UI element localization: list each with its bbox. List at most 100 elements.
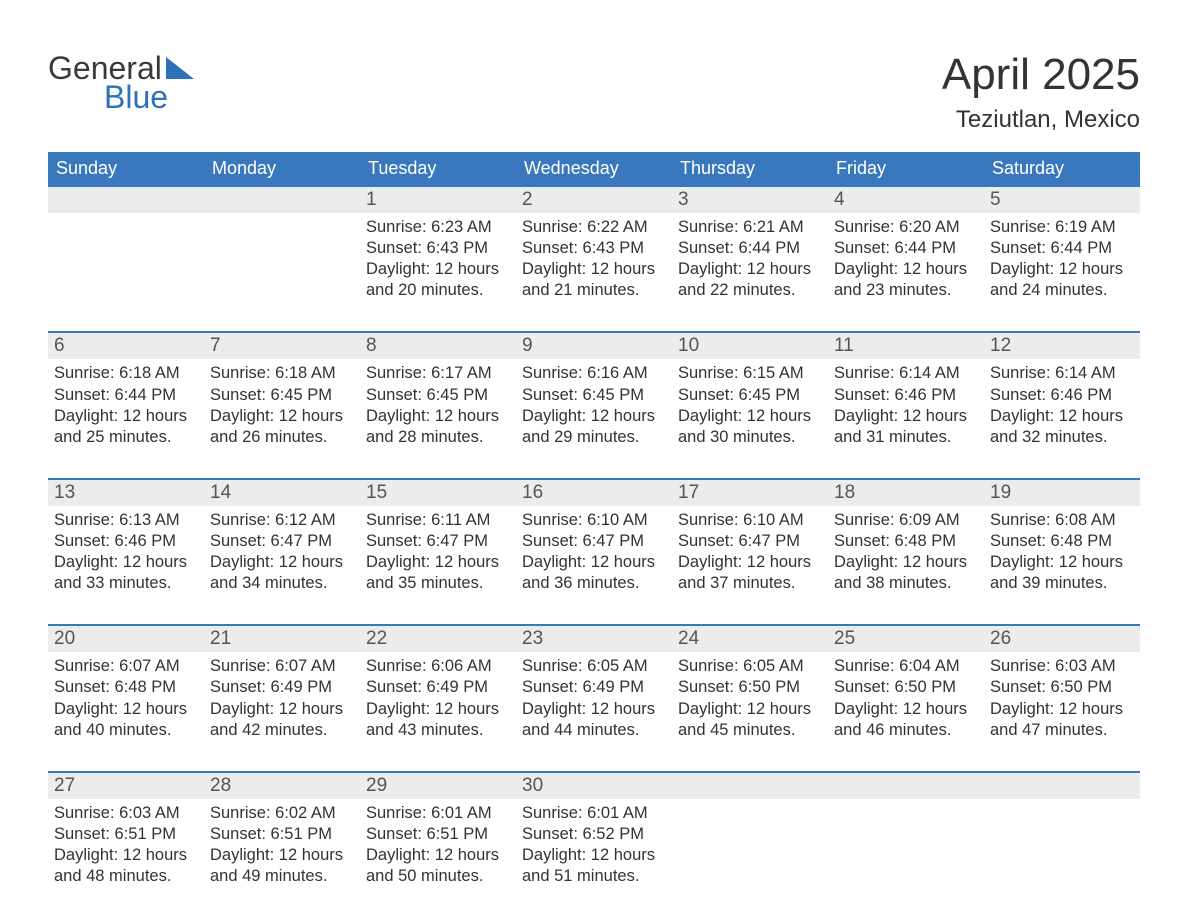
day-number: 15 (366, 482, 387, 503)
day-number: 30 (522, 775, 543, 796)
day-cell: 28Sunrise: 6:02 AMSunset: 6:51 PMDayligh… (204, 773, 360, 891)
day-number: 18 (834, 482, 855, 503)
sunrise-text: Sunrise: 6:15 AM (678, 363, 822, 384)
daylight2-text: and 36 minutes. (522, 573, 666, 594)
daylight1-text: Daylight: 12 hours (366, 552, 510, 573)
day-number: 29 (366, 775, 387, 796)
logo-text-blue: Blue (104, 79, 168, 116)
daylight1-text: Daylight: 12 hours (366, 259, 510, 280)
day-cell: 15 Sunrise: 6:11 AMSunset: 6:47 PMDayligh… (360, 480, 516, 598)
sunrise-text: Sunrise: 6:07 AM (54, 656, 198, 677)
daylight1-text: Daylight: 12 hours (54, 845, 198, 866)
day-number: 4 (834, 189, 845, 210)
day-body: Sunrise: 6:05 AMSunset: 6:49 PMDaylight:… (516, 652, 672, 744)
sunrise-text: Sunrise: 6:01 AM (522, 803, 666, 824)
sunset-text: Sunset: 6:43 PM (522, 238, 666, 259)
sunrise-text: Sunrise: 6:03 AM (990, 656, 1134, 677)
day-number-row: 29 (360, 773, 516, 799)
day-number-row: 14 (204, 480, 360, 506)
day-number-row (984, 773, 1140, 799)
sunset-text: Sunset: 6:45 PM (210, 385, 354, 406)
day-number: 12 (990, 335, 1011, 356)
sunset-text: Sunset: 6:52 PM (522, 824, 666, 845)
day-cell: 7Sunrise: 6:18 AMSunset: 6:45 PMDaylight… (204, 333, 360, 451)
daylight2-text: and 48 minutes. (54, 866, 198, 887)
day-number: 16 (522, 482, 543, 503)
day-number-row: 20 (48, 626, 204, 652)
day-body (672, 799, 828, 807)
daylight2-text: and 33 minutes. (54, 573, 198, 594)
day-cell: 22Sunrise: 6:06 AMSunset: 6:49 PMDayligh… (360, 626, 516, 744)
sunrise-text: Sunrise: 6:18 AM (54, 363, 198, 384)
day-cell: 11Sunrise: 6:14 AMSunset: 6:46 PMDayligh… (828, 333, 984, 451)
day-body (828, 799, 984, 807)
day-body: Sunrise: 6:21 AMSunset: 6:44 PMDaylight:… (672, 213, 828, 305)
sunrise-text: Sunrise: 6:03 AM (54, 803, 198, 824)
day-cell: 20 Sunrise: 6:07 AMSunset: 6:48 PMDayligh… (48, 626, 204, 744)
weekday-header: Wednesday (516, 152, 672, 185)
title-block: April 2025 Teziutlan, Mexico (942, 50, 1140, 134)
sunset-text: Sunset: 6:50 PM (678, 677, 822, 698)
day-body: Sunrise: 6:20 AMSunset: 6:44 PMDaylight:… (828, 213, 984, 305)
day-body: Sunrise: 6:15 AMSunset: 6:45 PMDaylight:… (672, 359, 828, 451)
daylight2-text: and 21 minutes. (522, 280, 666, 301)
day-number-row: 28 (204, 773, 360, 799)
day-number: 1 (366, 189, 377, 210)
daylight2-text: and 44 minutes. (522, 720, 666, 741)
sunset-text: Sunset: 6:44 PM (678, 238, 822, 259)
sunset-text: Sunset: 6:49 PM (210, 677, 354, 698)
day-body (984, 799, 1140, 807)
sunset-text: Sunset: 6:43 PM (366, 238, 510, 259)
day-number: 21 (210, 628, 231, 649)
day-cell: 29 Sunrise: 6:01 AMSunset: 6:51 PMDayligh… (360, 773, 516, 891)
day-body: Sunrise: 6:14 AMSunset: 6:46 PMDaylight:… (984, 359, 1140, 451)
day-body: Sunrise: 6:01 AMSunset: 6:52 PMDaylight:… (516, 799, 672, 891)
sunset-text: Sunset: 6:45 PM (522, 385, 666, 406)
day-number-row: 1 (360, 187, 516, 213)
day-body: Sunrise: 6:01 AMSunset: 6:51 PMDaylight:… (360, 799, 516, 891)
day-body: Sunrise: 6:19 AMSunset: 6:44 PMDaylight:… (984, 213, 1140, 305)
day-number-row: 19 (984, 480, 1140, 506)
location-subtitle: Teziutlan, Mexico (942, 106, 1140, 134)
day-number: 25 (834, 628, 855, 649)
daylight1-text: Daylight: 12 hours (990, 259, 1134, 280)
daylight1-text: Daylight: 12 hours (990, 552, 1134, 573)
sunrise-text: Sunrise: 6:11 AM (366, 510, 510, 531)
day-cell (828, 773, 984, 891)
day-number-row: 18 (828, 480, 984, 506)
daylight1-text: Daylight: 12 hours (990, 406, 1134, 427)
day-body: Sunrise: 6:11 AMSunset: 6:47 PMDaylight:… (360, 506, 516, 598)
daylight2-text: and 28 minutes. (366, 427, 510, 448)
day-body: Sunrise: 6:07 AMSunset: 6:48 PMDaylight:… (48, 652, 204, 744)
weekday-header: Sunday (48, 152, 204, 185)
logo-triangle-icon (166, 57, 194, 79)
weekday-header: Thursday (672, 152, 828, 185)
day-number: 2 (522, 189, 533, 210)
day-cell: 2Sunrise: 6:22 AMSunset: 6:43 PMDaylight… (516, 187, 672, 305)
daylight1-text: Daylight: 12 hours (210, 845, 354, 866)
sunrise-text: Sunrise: 6:05 AM (678, 656, 822, 677)
day-number: 20 (54, 628, 75, 649)
sunrise-text: Sunrise: 6:16 AM (522, 363, 666, 384)
daylight1-text: Daylight: 12 hours (834, 406, 978, 427)
day-cell (204, 187, 360, 305)
daylight2-text: and 51 minutes. (522, 866, 666, 887)
daylight1-text: Daylight: 12 hours (990, 699, 1134, 720)
daylight1-text: Daylight: 12 hours (678, 259, 822, 280)
day-number: 8 (366, 335, 377, 356)
day-number-row: 16 (516, 480, 672, 506)
day-cell: 3Sunrise: 6:21 AMSunset: 6:44 PMDaylight… (672, 187, 828, 305)
day-number-row: 23 (516, 626, 672, 652)
day-body: Sunrise: 6:12 AMSunset: 6:47 PMDaylight:… (204, 506, 360, 598)
day-number-row: 6 (48, 333, 204, 359)
sunrise-text: Sunrise: 6:17 AM (366, 363, 510, 384)
day-number-row: 11 (828, 333, 984, 359)
daylight2-text: and 31 minutes. (834, 427, 978, 448)
sunset-text: Sunset: 6:46 PM (990, 385, 1134, 406)
day-cell: 18Sunrise: 6:09 AMSunset: 6:48 PMDayligh… (828, 480, 984, 598)
sunset-text: Sunset: 6:51 PM (210, 824, 354, 845)
week-row: 6Sunrise: 6:18 AMSunset: 6:44 PMDaylight… (48, 331, 1140, 451)
month-title: April 2025 (942, 50, 1140, 100)
day-number: 27 (54, 775, 75, 796)
day-number-row: 12 (984, 333, 1140, 359)
